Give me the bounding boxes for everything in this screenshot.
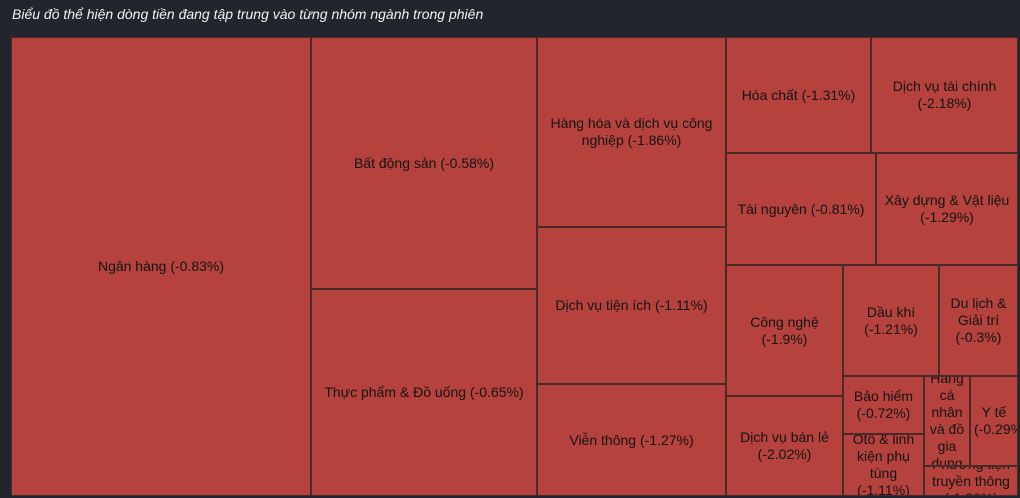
tile-label: Ngân hàng (-0.83%) [97, 258, 225, 274]
treemap-tile[interactable]: Dịch vụ tiện ích (-1.11%) [537, 227, 726, 384]
tile-label: Hàng hóa và dịch vụ công nghiệp (-1.86%) [550, 115, 713, 148]
tile-label: Ôtô & linh kiện phụ tùng (-1.11%) [852, 434, 915, 496]
tile-label: Dịch vụ tài chính (-2.18%) [892, 78, 997, 111]
treemap-tile[interactable]: Bảo hiểm (-0.72%) [843, 376, 924, 434]
tile-label: Dịch vụ bán lẻ (-2.02%) [740, 429, 829, 462]
tile-label: Phương tiện truyền thông (-1.86%) [932, 467, 1010, 495]
tile-label: Hàng cá nhân và đồ gia dụng [929, 376, 965, 466]
treemap-tile[interactable]: Bất động sản (-0.58%) [311, 37, 537, 289]
treemap-tile[interactable]: Du lịch & Giải trí (-0.3%) [939, 265, 1018, 376]
treemap-tile[interactable]: Y tế (-0.29%) [970, 376, 1018, 466]
tile-label: Bảo hiểm (-0.72%) [853, 388, 914, 421]
treemap-tile[interactable]: Hàng cá nhân và đồ gia dụng [924, 376, 970, 466]
treemap-tile[interactable]: Phương tiện truyền thông (-1.86%) [924, 466, 1018, 496]
tile-label: Dầu khí (-1.21%) [864, 303, 918, 337]
treemap-tile[interactable]: Xây dựng & Vật liệu (-1.29%) [876, 153, 1018, 265]
treemap-tile[interactable]: Dầu khí (-1.21%) [843, 265, 939, 376]
tile-label: Tài nguyên (-0.81%) [737, 200, 865, 217]
tile-label: Xây dựng & Vật liệu (-1.29%) [884, 192, 1010, 225]
tile-label: Hóa chất (-1.31%) [741, 86, 856, 103]
tile-label: Bất động sản (-0.58%) [353, 154, 495, 171]
tile-label: Thực phẩm & Đồ uống (-0.65%) [324, 384, 524, 400]
tile-label: Công nghệ (-1.9%) [750, 313, 819, 347]
treemap-tile[interactable]: Ngân hàng (-0.83%) [11, 37, 311, 496]
tile-label: Du lịch & Giải trí (-0.3%) [950, 295, 1007, 345]
tile-label: Y tế (-0.29%) [974, 404, 1017, 437]
treemap-tile[interactable]: Dịch vụ bán lẻ (-2.02%) [726, 396, 843, 496]
treemap-tile[interactable]: Dịch vụ tài chính (-2.18%) [871, 37, 1018, 153]
treemap-tile[interactable]: Ôtô & linh kiện phụ tùng (-1.11%) [843, 434, 924, 496]
treemap-tile[interactable]: Công nghệ (-1.9%) [726, 265, 843, 396]
treemap-tile[interactable]: Viễn thông (-1.27%) [537, 384, 726, 496]
chart-title: Biểu đồ thể hiện dòng tiền đang tập trun… [12, 6, 484, 22]
treemap-tile[interactable]: Thực phẩm & Đồ uống (-0.65%) [311, 289, 537, 496]
tile-label: Viễn thông (-1.27%) [569, 431, 694, 448]
treemap-tile[interactable]: Hàng hóa và dịch vụ công nghiệp (-1.86%) [537, 37, 726, 227]
treemap-tile[interactable]: Hóa chất (-1.31%) [726, 37, 871, 153]
tile-label: Dịch vụ tiện ích (-1.11%) [555, 297, 708, 313]
treemap-tile[interactable]: Tài nguyên (-0.81%) [726, 153, 876, 265]
